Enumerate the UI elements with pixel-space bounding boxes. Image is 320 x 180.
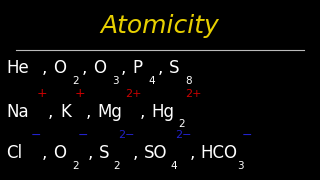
- Text: −: −: [31, 129, 41, 141]
- Text: ,: ,: [189, 144, 195, 162]
- Text: 2−: 2−: [175, 130, 191, 140]
- Text: O: O: [53, 59, 66, 77]
- Text: 3: 3: [112, 76, 119, 86]
- Text: ,: ,: [140, 103, 146, 121]
- Text: S: S: [169, 59, 179, 77]
- Text: 3: 3: [237, 161, 244, 171]
- Text: ,: ,: [42, 59, 47, 77]
- Text: ,: ,: [47, 103, 53, 121]
- Text: ,: ,: [157, 59, 163, 77]
- Text: 2+: 2+: [185, 89, 202, 99]
- Text: 4: 4: [148, 76, 155, 86]
- Text: Hg: Hg: [151, 103, 174, 121]
- Text: +: +: [75, 87, 85, 100]
- Text: ,: ,: [42, 144, 47, 162]
- Text: +: +: [36, 87, 47, 100]
- Text: Atomicity: Atomicity: [100, 14, 220, 38]
- Text: −: −: [77, 129, 88, 141]
- Text: P: P: [132, 59, 142, 77]
- Text: O: O: [53, 144, 66, 162]
- Text: K: K: [61, 103, 72, 121]
- Text: ,: ,: [82, 59, 87, 77]
- Text: 2−: 2−: [118, 130, 135, 140]
- Text: Na: Na: [6, 103, 29, 121]
- Text: −: −: [242, 129, 252, 141]
- Text: O: O: [93, 59, 106, 77]
- Text: Mg: Mg: [98, 103, 123, 121]
- Text: 2: 2: [114, 161, 120, 171]
- Text: ,: ,: [133, 144, 138, 162]
- Text: He: He: [6, 59, 29, 77]
- Text: 2: 2: [72, 161, 79, 171]
- Text: SO: SO: [144, 144, 167, 162]
- Text: 2: 2: [179, 119, 185, 129]
- Text: HCO: HCO: [200, 144, 237, 162]
- Text: ,: ,: [121, 59, 126, 77]
- Text: S: S: [99, 144, 109, 162]
- Text: 4: 4: [170, 161, 177, 171]
- Text: ,: ,: [86, 103, 91, 121]
- Text: 8: 8: [185, 76, 192, 86]
- Text: 2+: 2+: [125, 89, 142, 99]
- Text: Cl: Cl: [6, 144, 22, 162]
- Text: 2: 2: [72, 76, 79, 86]
- Text: ,: ,: [87, 144, 93, 162]
